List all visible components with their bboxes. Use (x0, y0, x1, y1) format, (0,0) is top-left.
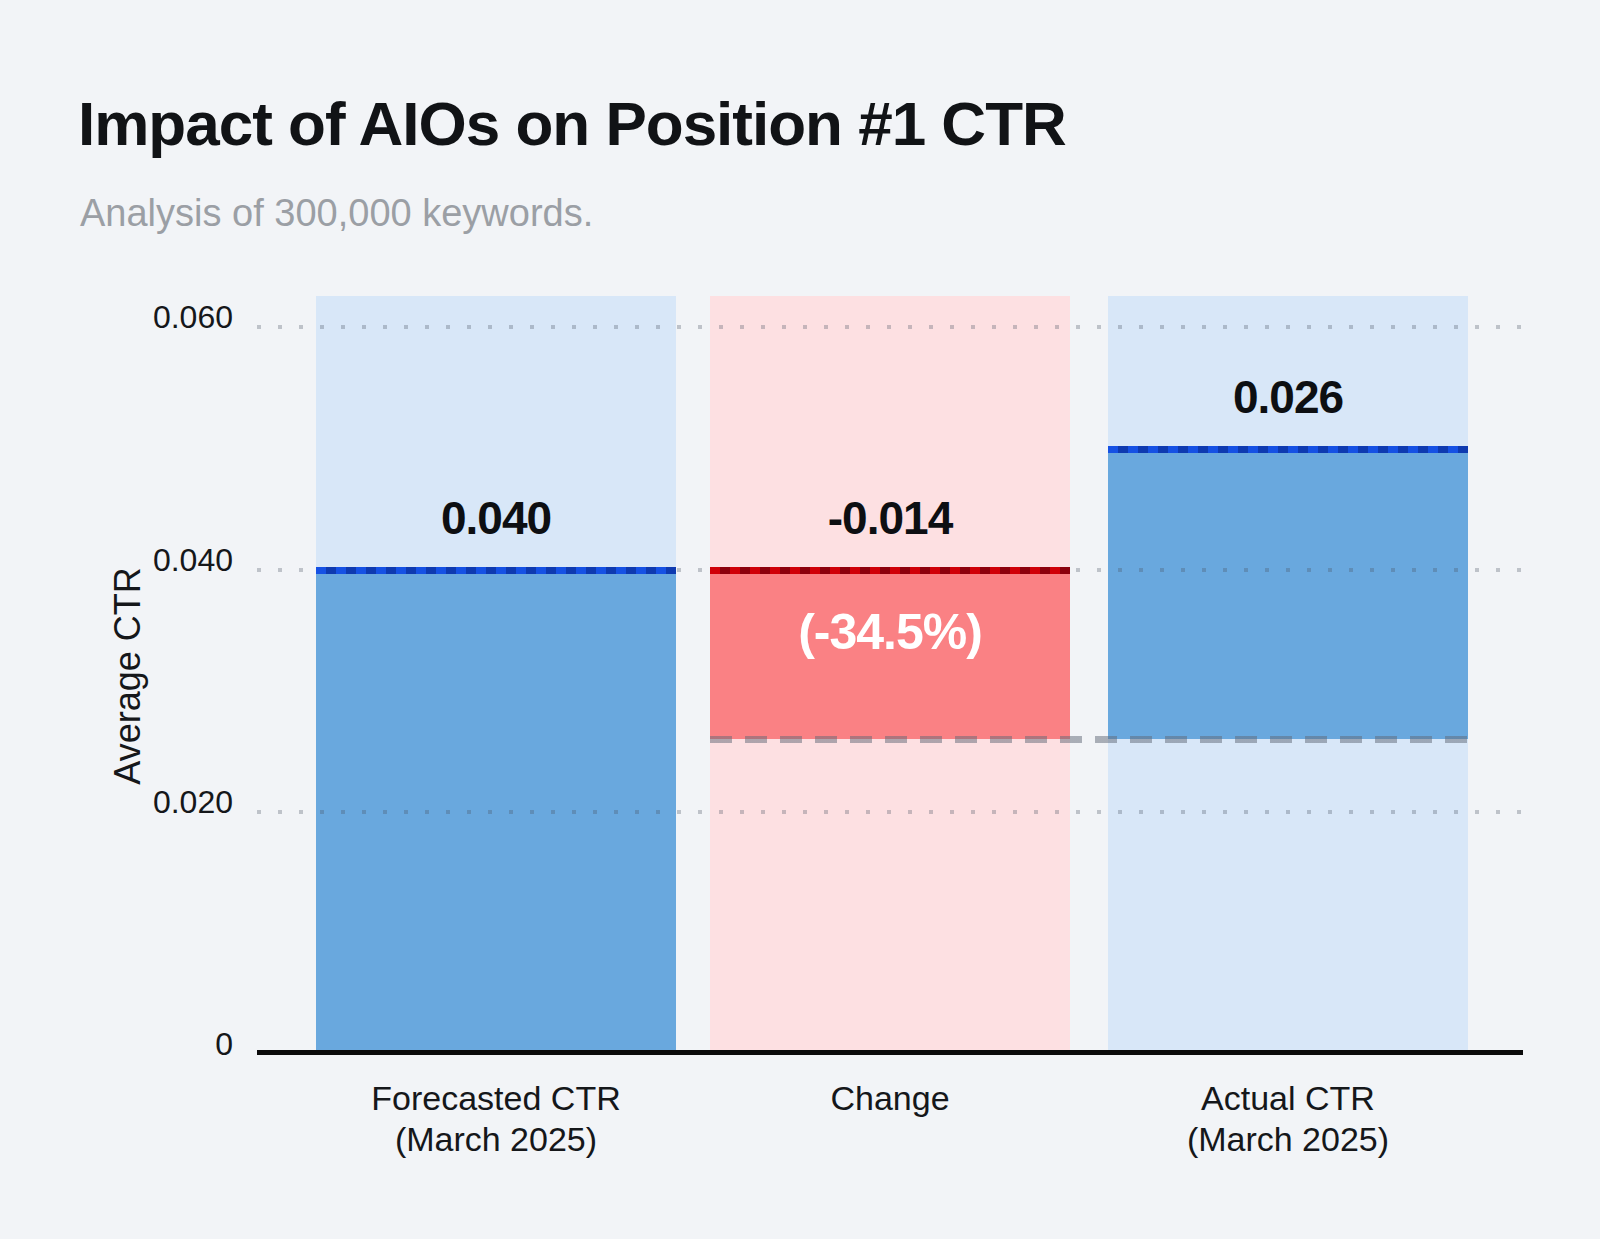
x-category-label: Change (710, 1078, 1070, 1119)
x-category-label-line: Change (710, 1078, 1070, 1119)
bar-fill (1108, 449, 1468, 740)
y-tick-label: 0.060 (63, 295, 233, 339)
y-tick-label: 0.040 (63, 538, 233, 582)
chart-canvas: Impact of AIOs on Position #1 CTR Analys… (0, 0, 1600, 1239)
bar-value-label: 0.040 (316, 490, 676, 546)
gridline (257, 325, 1523, 329)
x-category-label-line: (March 2025) (316, 1119, 676, 1160)
gridline (257, 810, 1523, 814)
plot-area: 0.040 -0.014 (-34.5%) 0.026 0 0.020 0.040 0.060… (0, 0, 1600, 1239)
y-tick-label: 0 (63, 1022, 233, 1066)
bar-value-label: 0.026 (1108, 369, 1468, 425)
x-category-label-line: Forecasted CTR (316, 1078, 676, 1119)
x-category-label-line: Actual CTR (1108, 1078, 1468, 1119)
change-landing-dashed-line (710, 736, 1468, 743)
bar-marker-line (710, 567, 1070, 574)
bar-value-label: -0.014 (710, 490, 1070, 546)
bar-marker-line (316, 567, 676, 574)
x-category-label: Actual CTR(March 2025) (1108, 1078, 1468, 1160)
x-axis-line (257, 1050, 1523, 1055)
x-category-label-line: (March 2025) (1108, 1119, 1468, 1160)
x-category-label: Forecasted CTR(March 2025) (316, 1078, 676, 1160)
y-tick-label: 0.020 (63, 780, 233, 824)
bar-marker-line (1108, 446, 1468, 453)
bar-percent-label: (-34.5%) (710, 600, 1070, 664)
